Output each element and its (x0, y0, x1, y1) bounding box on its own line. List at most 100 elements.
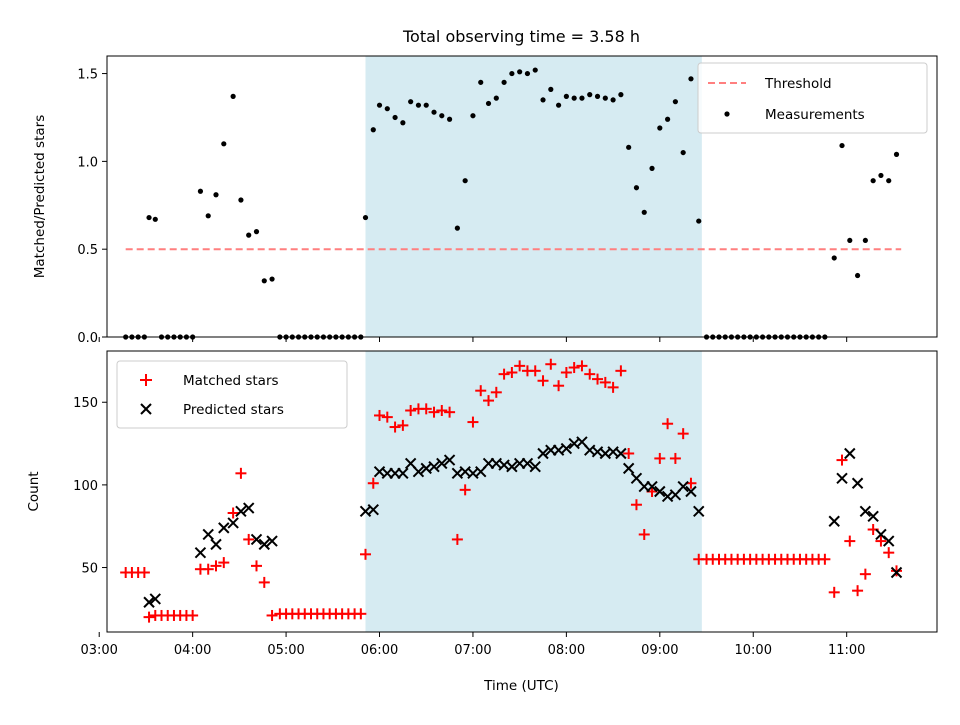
measurement-point (485, 100, 492, 107)
measurement-point (633, 185, 640, 191)
matched-point (537, 375, 549, 387)
predicted-point (537, 447, 549, 460)
predicted-point (428, 460, 440, 473)
measurement-point (362, 214, 369, 221)
measurement-point (384, 106, 390, 112)
matched-point (607, 381, 619, 393)
measurement-point (548, 86, 554, 92)
matched-point (852, 585, 864, 597)
measurement-point (641, 209, 647, 215)
matched-point (459, 484, 471, 496)
x-tick-label: 03:00 (80, 643, 117, 658)
matched-point (615, 365, 627, 377)
predicted-point (859, 505, 872, 518)
top-y-tick-label: 1.0 (77, 155, 98, 170)
measurement-point (197, 188, 204, 194)
matched-point (545, 358, 557, 370)
matched-legend-label: Matched stars (183, 373, 279, 389)
measurement-point (839, 142, 845, 149)
predicted-point (149, 593, 161, 605)
matched-point (630, 499, 642, 511)
measurement-point (680, 149, 686, 156)
measurement-point (524, 70, 531, 77)
measurement-point (847, 237, 853, 244)
matched-point (891, 565, 903, 577)
bottom-legend-box (116, 360, 348, 429)
measurement-point (594, 93, 601, 99)
measurement-point (501, 79, 507, 85)
measurement-point (454, 225, 460, 231)
matched-point (677, 428, 689, 440)
top-axes-frame (106, 55, 938, 338)
top-y-axis-label: Matched/Predicted stars (32, 115, 48, 278)
predicted-point (202, 528, 214, 541)
predicted-point (685, 485, 697, 498)
matched-point (576, 360, 588, 372)
predicted-point (397, 467, 409, 480)
measurement-point (478, 79, 484, 85)
measurement-point (602, 95, 608, 101)
matched-point (143, 611, 155, 623)
x-tick-label: 10:00 (735, 643, 772, 658)
measurement-point (555, 102, 562, 108)
measurement-point (563, 93, 569, 99)
x-tick-label: 08:00 (548, 643, 585, 658)
x-tick-label: 09:00 (641, 643, 678, 658)
predicted-point (890, 566, 903, 579)
top-y-tick-label: 0.5 (77, 243, 98, 258)
measurement-point (470, 113, 476, 119)
matched-point (397, 419, 409, 431)
x-tick-label: 07:00 (454, 643, 491, 658)
matched-point (828, 586, 840, 598)
matched-point (250, 560, 262, 572)
predicted-point (243, 502, 255, 514)
matched-point (405, 405, 417, 417)
measurement-point (370, 127, 376, 133)
matched-point (819, 553, 831, 565)
matched-point (529, 365, 541, 377)
predicted-point (227, 517, 239, 529)
predicted-point (521, 457, 534, 470)
measurement-point (238, 197, 244, 203)
predicted-legend-icon (140, 403, 152, 415)
matched-point (451, 533, 463, 545)
measurement-point (408, 99, 414, 105)
x-tick-label: 06:00 (361, 643, 398, 658)
predicted-point (210, 538, 222, 551)
predicted-point (412, 465, 425, 478)
matched-point (836, 454, 848, 466)
matched-point (475, 385, 487, 397)
predicted-legend-label: Predicted stars (183, 402, 284, 418)
matched-point (235, 467, 247, 479)
matched-point (883, 547, 895, 559)
matched-point (420, 403, 432, 415)
matched-point (258, 576, 270, 588)
measurement-point (205, 213, 211, 219)
predicted-point (615, 447, 627, 460)
measurement-point (579, 95, 585, 101)
matched-point (355, 608, 367, 620)
predicted-point (828, 515, 840, 527)
matched-point (875, 535, 887, 547)
predicted-point (836, 472, 848, 484)
measurement-point (152, 216, 158, 222)
measurement-point (672, 99, 678, 105)
measurement-point (870, 178, 876, 184)
measurement-point (213, 192, 219, 198)
predicted-point (867, 510, 879, 523)
measurement-point (261, 278, 267, 284)
matched-point (498, 368, 510, 380)
measurement-point (415, 102, 422, 108)
observing-span-top (365, 56, 702, 337)
matched-point (514, 360, 526, 372)
measurement-point (626, 144, 632, 150)
measurement-point (540, 97, 546, 103)
matched-point (218, 557, 230, 569)
matched-point (467, 416, 479, 428)
predicted-point (851, 477, 864, 489)
predicted-point (235, 505, 247, 518)
measurement-point (269, 276, 275, 282)
matched-point (623, 447, 635, 459)
